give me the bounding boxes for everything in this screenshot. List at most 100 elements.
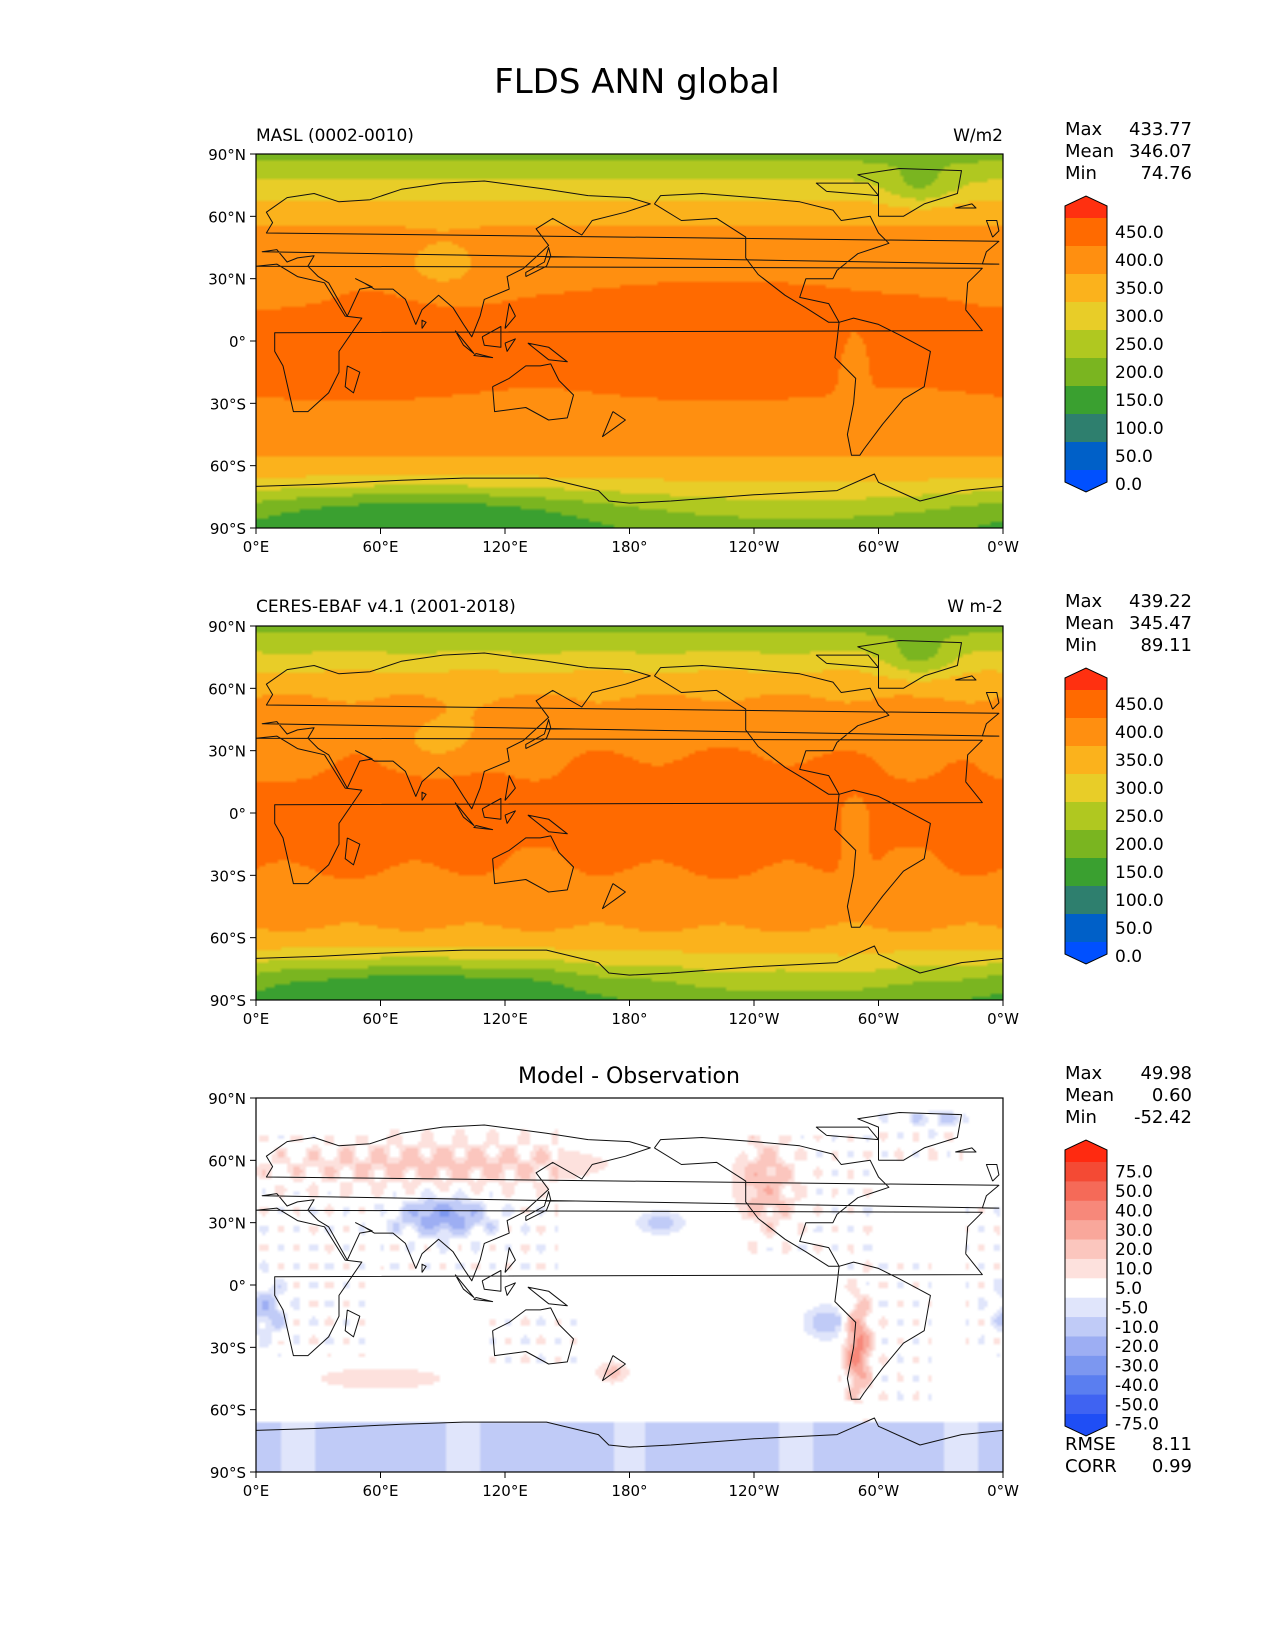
- panel-model-lon-tick-label: 0°E: [243, 538, 270, 556]
- panel-difference-metric-corr-value: 0.99: [1152, 1456, 1192, 1477]
- panel-observation-colorbar-tick-label: 0.0: [1115, 947, 1142, 967]
- panel-difference-colorbar-tick-label: -30.0: [1115, 1357, 1159, 1377]
- panel-difference-colorbar-extend-bottom: [1065, 1414, 1107, 1436]
- panel-observation-colorbar-tick-label: 100.0: [1115, 891, 1164, 911]
- panel-difference-colorbar-tick-label: 20.0: [1115, 1240, 1153, 1260]
- panel-observation-colorbar: 450.0 400.0 350.0 300.0 250.0 200.0 150.0 100.0…: [1064, 667, 1164, 967]
- panel-difference-title: Model - Observation: [518, 1064, 740, 1089]
- panel-model-colorbar-tick-label: 200.0: [1115, 363, 1164, 383]
- panel-model-colorbar-tick-label: 250.0: [1115, 335, 1164, 355]
- panel-model-colorbar-tick-label: 450.0: [1115, 223, 1164, 243]
- panel-difference-lon-tick-label: 120°E: [482, 1482, 528, 1500]
- panel-model-coastlines: [256, 168, 1003, 504]
- panel-observation-lon-tick-label: 120°W: [729, 1010, 780, 1028]
- panel-difference-colorbar-extend-top: [1065, 1140, 1107, 1162]
- panel-model-stat-mean-label: Mean: [1065, 141, 1114, 162]
- panel-model-colorbar-segment: [1065, 358, 1107, 387]
- panel-difference-colorbar-segment: [1065, 1220, 1107, 1241]
- panel-model-colorbar-tick-label: 300.0: [1115, 307, 1164, 327]
- panel-difference-colorbar-segment: [1065, 1278, 1107, 1299]
- panel-difference-metric-rmse-value: 8.11: [1152, 1434, 1192, 1455]
- panel-difference-lat-tick-label: 0°: [229, 1277, 246, 1295]
- panel-model-lat-tick-label: 90°N: [208, 146, 246, 164]
- panel-observation-lat-tick-label: 0°: [229, 805, 246, 823]
- panel-observation-colorbar-extend-top: [1065, 668, 1107, 690]
- panel-model-stat-min-value: 74.76: [1140, 163, 1192, 184]
- panel-difference-colorbar-segment: [1065, 1162, 1107, 1182]
- panel-model-lon-tick-label: 0°W: [987, 538, 1019, 556]
- panel-observation-lon-tick-label: 0°E: [243, 1010, 270, 1028]
- panel-model-lon-tick-label: 120°E: [482, 538, 528, 556]
- panel-model-colorbar-tick-label: 400.0: [1115, 251, 1164, 271]
- panel-observation-colorbar-tick-label: 450.0: [1115, 695, 1164, 715]
- panel-model-lon-tick-label: 60°W: [858, 538, 900, 556]
- panel-difference-colorbar-tick-label: -40.0: [1115, 1376, 1159, 1396]
- panel-difference-lat-tick-label: 30°N: [208, 1215, 246, 1233]
- panel-observation-colorbar-segment: [1065, 830, 1107, 859]
- panel-model-colorbar-segment: [1065, 386, 1107, 415]
- panel-observation-colorbar-segment: [1065, 690, 1107, 719]
- panel-difference-stat-mean-value: 0.60: [1152, 1085, 1192, 1106]
- panel-difference-colorbar-tick-label: 50.0: [1115, 1182, 1153, 1202]
- panel-observation-stat-min-label: Min: [1065, 635, 1097, 656]
- panel-model-colorbar-segment: [1065, 274, 1107, 303]
- panel-observation-colorbar-segment: [1065, 858, 1107, 887]
- panel-observation-lon-tick-label: 120°E: [482, 1010, 528, 1028]
- panel-model-lon-tick-label: 120°W: [729, 538, 780, 556]
- panel-observation-colorbar-tick-label: 50.0: [1115, 919, 1153, 939]
- panel-model-colorbar-tick-label: 150.0: [1115, 391, 1164, 411]
- panel-model-colorbar-segment: [1065, 442, 1107, 471]
- panel-difference-colorbar-segment: [1065, 1239, 1107, 1260]
- panel-difference-stat-max-value: 49.98: [1140, 1063, 1192, 1084]
- panel-observation-stat-min-value: 89.11: [1140, 635, 1192, 656]
- panel-model-stat-max-label: Max: [1065, 119, 1103, 140]
- panel-observation: CERES-EBAF v4.1 (2001-2018) W m-2 90°N 60…: [208, 591, 1192, 1028]
- panel-model-subtitle-right: W/m2: [953, 126, 1003, 146]
- panel-model-stat-max-value: 433.77: [1129, 119, 1192, 140]
- panel-observation-lat-tick-label: 90°N: [208, 618, 246, 636]
- panel-difference-lat-tick-label: 30°S: [210, 1339, 246, 1357]
- panel-difference-colorbar-tick-label: -50.0: [1115, 1395, 1159, 1415]
- panel-observation-subtitle-right: W m-2: [947, 597, 1003, 617]
- panel-difference-lon-tick-label: 180°: [611, 1482, 647, 1500]
- panel-model-lat-tick-label: 0°: [229, 333, 246, 351]
- panel-model-colorbar-tick-label: 350.0: [1115, 279, 1164, 299]
- panel-model-colorbar-tick-label: 50.0: [1115, 447, 1153, 467]
- panel-difference-colorbar-segment: [1065, 1394, 1107, 1415]
- panel-model-lon-tick-label: 180°: [611, 538, 647, 556]
- panel-model-colorbar-tick-label: 0.0: [1115, 475, 1142, 495]
- panel-difference-stat-mean-label: Mean: [1065, 1085, 1114, 1106]
- panel-model-colorbar-segment: [1065, 246, 1107, 275]
- panel-difference-lat-tick-label: 90°S: [210, 1464, 246, 1482]
- panel-model-lat-tick-label: 60°S: [210, 458, 246, 476]
- panel-difference-field-raster: [256, 1098, 1003, 1472]
- panel-difference-colorbar-tick-label: 10.0: [1115, 1260, 1153, 1280]
- panel-observation-lat-tick-label: 30°N: [208, 743, 246, 761]
- panel-difference-stat-max-label: Max: [1065, 1063, 1103, 1084]
- panel-model-field-raster: [256, 154, 1003, 528]
- panel-difference-colorbar-tick-label: 30.0: [1115, 1221, 1153, 1241]
- panel-model-lat-tick-label: 60°N: [208, 208, 246, 226]
- panel-observation-colorbar-tick-label: 400.0: [1115, 723, 1164, 743]
- panel-observation-stat-mean-label: Mean: [1065, 613, 1114, 634]
- panel-model-colorbar-segment: [1065, 218, 1107, 247]
- panel-model-lat-tick-label: 90°S: [210, 520, 246, 538]
- panel-difference-metric-rmse-label: RMSE: [1065, 1434, 1116, 1455]
- panel-difference: Model - Observation 90°N 60°N 30°N 0° 30°S 60…: [208, 1063, 1192, 1500]
- panel-model-colorbar-segment: [1065, 414, 1107, 443]
- panel-observation-colorbar-segment: [1065, 914, 1107, 943]
- panel-observation-colorbar-tick-label: 250.0: [1115, 807, 1164, 827]
- panel-observation-colorbar-outline: [1064, 667, 1108, 965]
- panel-difference-lon-tick-label: 0°W: [987, 1482, 1019, 1500]
- panel-observation-colorbar-segment: [1065, 718, 1107, 747]
- panel-model-colorbar-segment: [1065, 330, 1107, 359]
- panel-observation-lon-tick-label: 60°E: [362, 1010, 398, 1028]
- panel-model-colorbar-outline: [1064, 195, 1108, 493]
- panel-observation-lon-tick-label: 180°: [611, 1010, 647, 1028]
- panel-difference-colorbar-tick-label: -10.0: [1115, 1318, 1159, 1338]
- panel-observation-stat-max-value: 439.22: [1129, 591, 1192, 612]
- panel-difference-colorbar-tick-label: -20.0: [1115, 1337, 1159, 1357]
- panel-model-colorbar: 450.0 400.0 350.0 300.0 250.0 200.0 150.0 100.0…: [1064, 195, 1164, 495]
- panel-model-lon-tick-label: 60°E: [362, 538, 398, 556]
- panel-difference-lon-tick-label: 60°E: [362, 1482, 398, 1500]
